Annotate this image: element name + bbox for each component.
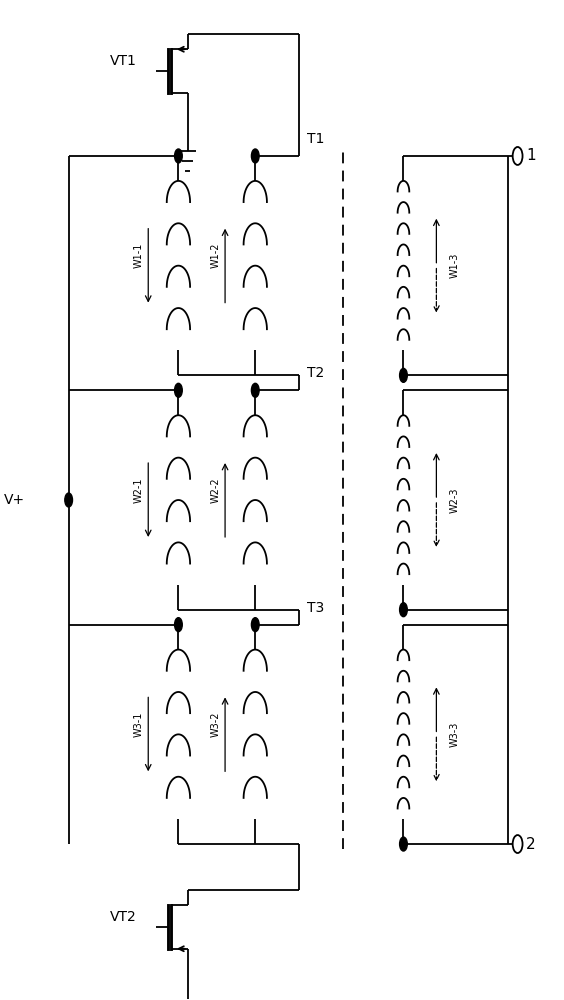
Circle shape	[252, 149, 259, 163]
Text: W1-3: W1-3	[450, 253, 460, 278]
Text: VT1: VT1	[110, 54, 136, 68]
Circle shape	[400, 837, 407, 851]
Text: W3-1: W3-1	[133, 712, 143, 737]
Circle shape	[252, 383, 259, 397]
Text: W2-2: W2-2	[210, 477, 220, 503]
Text: T2: T2	[307, 366, 324, 380]
Circle shape	[400, 368, 407, 382]
Text: V+: V+	[3, 493, 25, 507]
Circle shape	[252, 618, 259, 632]
Circle shape	[513, 835, 522, 853]
Text: W1-2: W1-2	[210, 243, 220, 268]
Circle shape	[175, 149, 182, 163]
Text: T1: T1	[307, 132, 324, 146]
Text: 2: 2	[526, 837, 535, 852]
Text: W1-1: W1-1	[133, 243, 143, 268]
Circle shape	[513, 147, 522, 165]
Circle shape	[175, 383, 182, 397]
Text: W3-3: W3-3	[450, 722, 460, 747]
Text: W2-3: W2-3	[450, 487, 460, 513]
Text: W3-2: W3-2	[210, 712, 220, 737]
Text: W2-1: W2-1	[133, 477, 143, 503]
Circle shape	[400, 603, 407, 617]
Text: VT2: VT2	[110, 910, 136, 924]
Circle shape	[65, 493, 73, 507]
Text: T3: T3	[307, 601, 324, 615]
Circle shape	[175, 618, 182, 632]
Text: 1: 1	[526, 148, 535, 163]
